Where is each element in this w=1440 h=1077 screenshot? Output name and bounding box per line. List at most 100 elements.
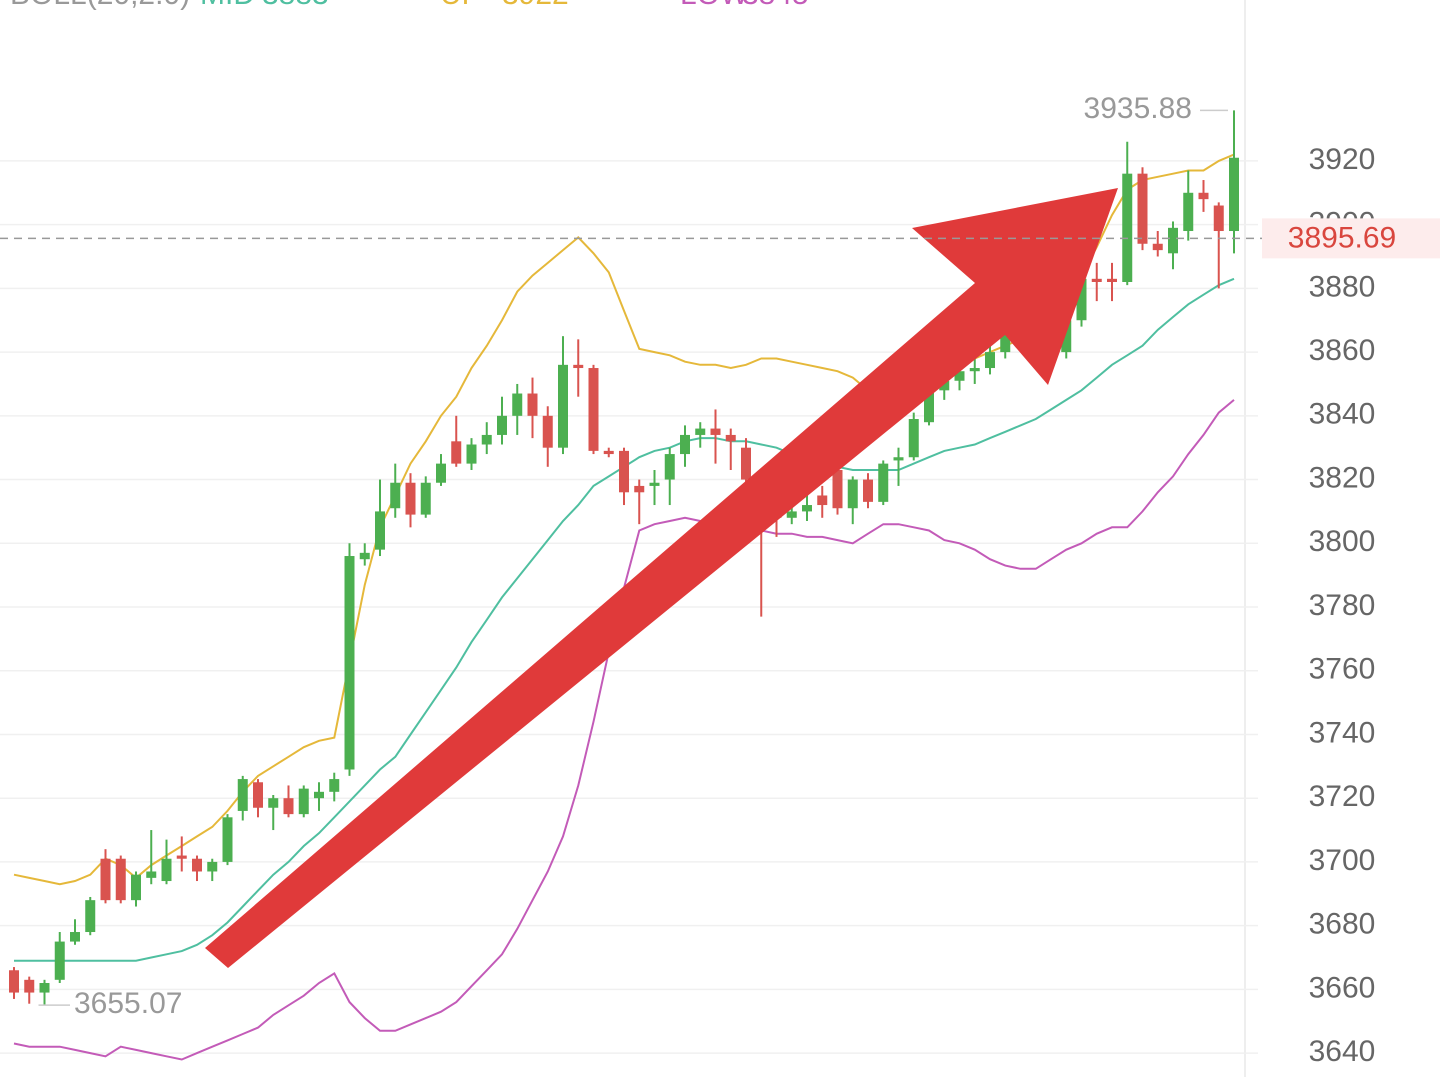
candle-body	[710, 428, 721, 435]
candle-body	[39, 983, 50, 993]
y-tick-label: 3780	[1309, 589, 1376, 622]
candle-body	[100, 858, 111, 901]
candle-body	[466, 444, 477, 464]
candle-body	[1107, 278, 1117, 282]
candle-body	[695, 428, 706, 435]
candle-body	[1137, 173, 1148, 244]
candle-body	[54, 941, 65, 980]
candle-body	[1091, 278, 1102, 282]
last-price-box	[1262, 218, 1440, 259]
candle-body	[497, 415, 507, 435]
candle-body	[283, 798, 294, 815]
candle-body	[344, 556, 355, 770]
candle-body	[1152, 243, 1163, 251]
candle-body	[832, 469, 843, 509]
candle-body	[603, 450, 614, 455]
candle-body	[1122, 173, 1133, 282]
candle-body	[847, 479, 858, 509]
y-tick-label: 3840	[1309, 398, 1376, 431]
candle-body	[802, 505, 812, 512]
candle-body	[619, 450, 629, 493]
candle-body	[329, 779, 340, 792]
y-tick-label: 3640	[1309, 1035, 1376, 1068]
candle-body	[893, 457, 904, 461]
indicator-name: BOLL(20,2.0)	[10, 0, 190, 11]
candle-body	[741, 447, 751, 480]
candle-body	[207, 861, 218, 872]
candle-body	[85, 900, 96, 933]
candle-body	[481, 434, 492, 445]
candle-body	[664, 454, 675, 480]
candle-body	[390, 482, 401, 509]
candle-body	[436, 463, 446, 483]
candle-body	[908, 419, 919, 458]
candle-body	[146, 871, 157, 878]
legend-value: 3922	[502, 0, 569, 11]
y-tick-label: 3800	[1309, 525, 1376, 558]
candle-body	[451, 441, 462, 464]
candle-body	[1183, 192, 1194, 232]
candle-body	[420, 482, 431, 515]
candle-body	[954, 371, 965, 381]
candle-body	[1000, 332, 1011, 353]
candle-body	[542, 415, 553, 448]
candle-body	[924, 390, 934, 423]
candle-body	[222, 817, 233, 862]
y-tick-label: 3720	[1309, 780, 1376, 813]
candle-body	[70, 932, 80, 942]
candle-body	[253, 782, 263, 808]
legend-name: LOW	[680, 0, 749, 11]
candle-body	[375, 511, 385, 550]
candle-body	[1229, 157, 1239, 232]
y-tick-label: 3700	[1309, 844, 1376, 877]
candle-body	[192, 858, 202, 872]
candle-body	[1168, 227, 1178, 254]
candle-body	[588, 368, 599, 451]
candle-body	[131, 874, 141, 901]
legend-value: 3845	[742, 0, 809, 11]
high-label: 3935.88	[1084, 92, 1192, 125]
candle-body	[9, 970, 19, 993]
candle-body	[298, 788, 309, 815]
low-label: 3655.07	[74, 987, 182, 1020]
candle-body	[161, 858, 172, 882]
y-tick-label: 3680	[1309, 908, 1376, 941]
candle-body	[725, 434, 736, 442]
candle-body	[405, 482, 416, 515]
y-tick-label: 3820	[1309, 461, 1376, 494]
candle-body	[786, 511, 797, 518]
candle-body	[176, 855, 187, 859]
candle-body	[24, 979, 35, 993]
candle-body	[1213, 205, 1224, 232]
candles	[9, 110, 1239, 1006]
candle-body	[634, 485, 645, 493]
candle-body	[939, 380, 950, 391]
candle-body	[359, 552, 370, 560]
candle-body	[1198, 192, 1209, 200]
y-tick-label: 3740	[1309, 716, 1376, 749]
candle-body	[863, 479, 873, 502]
y-tick-label: 3660	[1309, 971, 1376, 1004]
candle-body	[985, 352, 995, 369]
y-tick-label: 3860	[1309, 334, 1376, 367]
candle-body	[1076, 278, 1087, 321]
candle-body	[237, 779, 248, 811]
last-price-label: 3895.69	[1288, 221, 1396, 254]
legend-name: MID	[200, 0, 255, 11]
candle-body	[649, 482, 660, 486]
candle-body	[573, 364, 584, 369]
candle-body	[527, 393, 538, 416]
trend-arrow	[205, 188, 1118, 968]
legend-name: UP	[440, 0, 482, 11]
candle-body	[115, 858, 126, 901]
candle-body	[314, 791, 324, 799]
candle-body	[680, 434, 690, 455]
candle-body	[512, 393, 523, 416]
candle-body	[268, 798, 279, 808]
y-tick-label: 3760	[1309, 653, 1376, 686]
y-tick-label: 3920	[1309, 143, 1376, 176]
candle-body	[969, 368, 980, 372]
